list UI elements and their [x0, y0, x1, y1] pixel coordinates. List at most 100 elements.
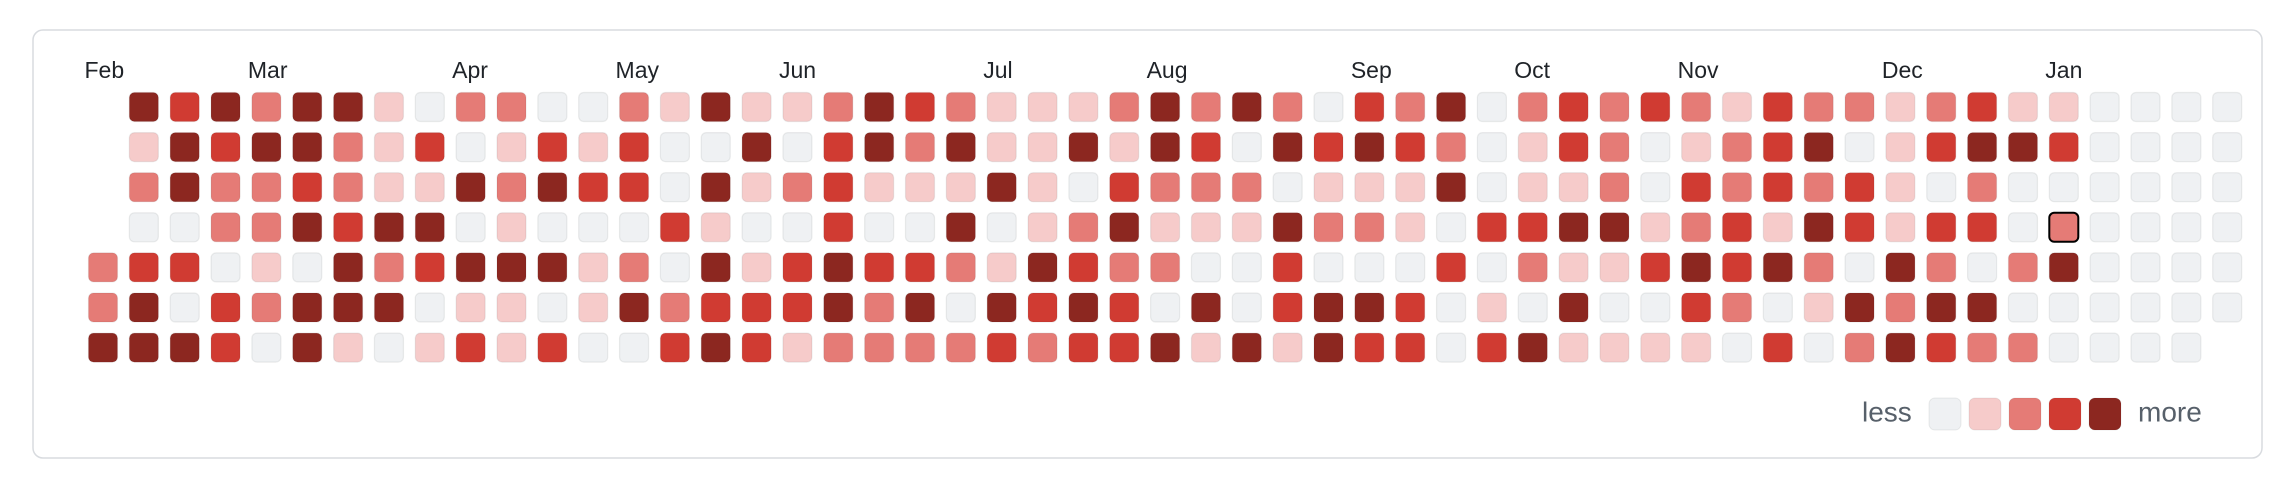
heatmap-cell: [169, 132, 200, 163]
heatmap-cell: [700, 132, 731, 163]
heatmap-cell: [659, 332, 691, 363]
heatmap-cell: [904, 292, 936, 323]
heatmap-cell: [1762, 132, 1793, 163]
heatmap-cell: [945, 292, 976, 323]
heatmap-cell: [1395, 252, 1426, 283]
heatmap-cell: [210, 132, 241, 163]
heatmap-cell: [1109, 212, 1140, 243]
heatmap-cell: [333, 332, 364, 363]
heatmap-cell: [1476, 172, 1508, 203]
heatmap-cell: [1803, 212, 1834, 243]
heatmap-cell: [1844, 332, 1875, 363]
heatmap-cell: [578, 91, 609, 123]
heatmap-cell: [292, 172, 323, 203]
heatmap-cell: [782, 172, 813, 203]
heatmap-cell: [1109, 132, 1140, 163]
heatmap-cell: [578, 332, 609, 363]
heatmap-cell: [2130, 212, 2161, 243]
heatmap-cell: [537, 252, 568, 283]
heatmap-cell: [2007, 252, 2039, 283]
heatmap-cell: [2212, 252, 2243, 283]
heatmap-cell: [1558, 132, 1589, 163]
heatmap-cell: [1354, 172, 1385, 203]
heatmap-cell: [1599, 132, 1630, 163]
heatmap-cell: [1231, 132, 1262, 163]
heatmap-cell: [1966, 212, 1998, 243]
heatmap-cell: [1027, 292, 1058, 323]
heatmap-cell: [782, 91, 813, 123]
heatmap-cell: [741, 172, 772, 203]
heatmap-cell: [1599, 292, 1630, 323]
heatmap-cell: [2171, 252, 2202, 283]
heatmap-cell: [414, 252, 445, 283]
heatmap-cell: [1027, 332, 1058, 363]
heatmap-cell: [1272, 252, 1303, 283]
heatmap-cell: [1313, 332, 1344, 363]
heatmap-cell: [618, 172, 650, 203]
heatmap-cell: [986, 132, 1017, 163]
heatmap-cell: [414, 212, 445, 243]
heatmap-cell: [1272, 132, 1303, 163]
heatmap-cell: [1926, 332, 1957, 363]
heatmap-cell: [782, 332, 813, 363]
heatmap-cell: [1231, 172, 1262, 203]
heatmap-cell: [1517, 212, 1548, 243]
legend-swatch: [2048, 397, 2082, 431]
heatmap-cell: [1517, 132, 1548, 163]
heatmap-cell: [659, 172, 691, 203]
heatmap-cell: [2007, 292, 2039, 323]
heatmap-cell: [2007, 91, 2039, 123]
heatmap-cell: [904, 212, 936, 243]
heatmap-cell: [128, 91, 159, 123]
heatmap-cell: [1395, 292, 1426, 323]
heatmap-cell: [1721, 332, 1753, 363]
heatmap-cell: [1190, 132, 1222, 163]
heatmap-cell: [210, 91, 241, 123]
heatmap-cell: [2048, 211, 2080, 243]
heatmap-cell: [292, 332, 323, 363]
heatmap-cell: [169, 332, 200, 363]
heatmap-cell: [537, 172, 568, 203]
heatmap-cell: [1558, 252, 1589, 283]
heatmap-cell: [292, 212, 323, 243]
heatmap-cell: [1762, 91, 1793, 123]
heatmap-cell: [1762, 172, 1793, 203]
heatmap-cell: [1681, 91, 1712, 123]
heatmap-cell: [2212, 212, 2243, 243]
heatmap-cell: [1149, 212, 1181, 243]
heatmap-cell: [2171, 172, 2202, 203]
heatmap-cell: [414, 332, 445, 363]
heatmap-cell: [292, 91, 323, 123]
heatmap-cell: [1558, 332, 1589, 363]
heatmap-cell: [1068, 292, 1099, 323]
heatmap-cell: [823, 212, 854, 243]
heatmap-cell: [864, 132, 895, 163]
heatmap-cell: [251, 172, 282, 203]
heatmap-cell: [1149, 172, 1181, 203]
heatmap-cell: [700, 91, 731, 123]
heatmap-cell: [1313, 132, 1344, 163]
heatmap-cell: [945, 172, 976, 203]
heatmap-cell: [1435, 292, 1467, 323]
heatmap-cell: [1149, 292, 1181, 323]
heatmap-cell: [1068, 212, 1099, 243]
heatmap-cell: [618, 132, 650, 163]
heatmap-cell: [578, 292, 609, 323]
heatmap-cell: [864, 91, 895, 123]
heatmap-cell: [128, 132, 159, 163]
heatmap-cell: [1803, 91, 1834, 123]
heatmap-cell: [1027, 212, 1058, 243]
heatmap-cell: [1885, 292, 1916, 323]
heatmap-cell: [1926, 91, 1957, 123]
heatmap-cell: [1354, 132, 1385, 163]
heatmap-cell: [87, 252, 119, 283]
heatmap-cell: [1435, 172, 1467, 203]
heatmap-cell: [618, 91, 650, 123]
heatmap-cell: [1027, 252, 1058, 283]
heatmap-cell: [1681, 332, 1712, 363]
heatmap-cell: [1681, 292, 1712, 323]
heatmap-cell: [1435, 91, 1467, 123]
heatmap-cell: [1844, 212, 1875, 243]
heatmap-cell: [700, 252, 731, 283]
heatmap-cell: [128, 292, 159, 323]
